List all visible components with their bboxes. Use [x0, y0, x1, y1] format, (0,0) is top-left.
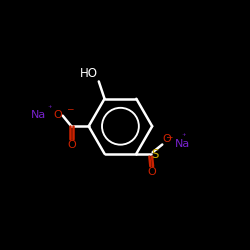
- Text: −: −: [66, 104, 73, 113]
- Text: O: O: [147, 167, 156, 177]
- Text: ⁺: ⁺: [47, 104, 52, 113]
- Text: O: O: [163, 134, 172, 144]
- Text: O: O: [67, 140, 76, 150]
- Text: −: −: [165, 133, 172, 142]
- Text: Na: Na: [31, 110, 46, 120]
- Text: HO: HO: [80, 67, 98, 80]
- Text: S: S: [151, 148, 158, 161]
- Text: O: O: [53, 110, 62, 120]
- Text: Na: Na: [175, 138, 190, 148]
- Text: ⁺: ⁺: [181, 132, 186, 141]
